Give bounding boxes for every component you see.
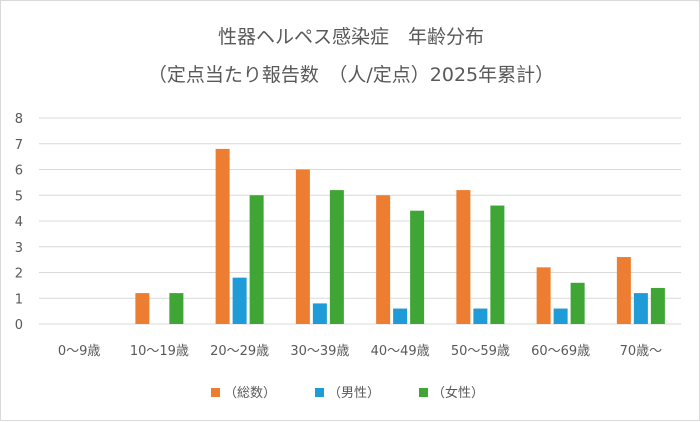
y-tick-label: 8 xyxy=(15,112,23,127)
bar xyxy=(232,277,247,324)
x-tick-label: 20～29歳 xyxy=(210,344,269,359)
y-tick-label: 7 xyxy=(15,138,23,153)
bar xyxy=(135,293,150,324)
bar xyxy=(553,308,568,324)
x-tick-label: 30～39歳 xyxy=(290,344,349,359)
bar xyxy=(633,293,648,324)
legend-label: （女性） xyxy=(432,385,484,401)
x-tick-label: 0～9歳 xyxy=(58,344,101,359)
y-tick-label: 6 xyxy=(15,164,23,179)
x-tick-label: 10～19歳 xyxy=(130,344,189,359)
bar xyxy=(312,303,327,324)
bar xyxy=(536,267,551,324)
y-tick-label: 2 xyxy=(15,267,23,282)
bar xyxy=(215,148,230,324)
bar xyxy=(376,195,391,324)
y-tick-label: 3 xyxy=(15,241,23,256)
legend-swatch xyxy=(315,388,324,397)
y-tick-label: 0 xyxy=(15,318,23,333)
legend: （総数） （男性） （女性） xyxy=(211,385,484,401)
y-tick-label: 5 xyxy=(15,189,23,204)
bar xyxy=(295,169,310,324)
chart-title: 性器ヘルペス感染症 年齢分布 xyxy=(218,26,484,48)
legend-label: （総数） xyxy=(224,386,276,401)
chart-subtitle: （定点当たり報告数 （人/定点）2025年累計） xyxy=(148,64,554,86)
bar xyxy=(456,190,471,324)
x-tick-label: 60～69歳 xyxy=(531,344,590,359)
bar xyxy=(329,190,344,324)
x-tick-label: 50～59歳 xyxy=(451,344,510,359)
bar xyxy=(650,287,665,324)
x-tick-label: 40～49歳 xyxy=(371,344,430,359)
y-axis-ticks: 0 1 2 3 4 5 6 7 8 xyxy=(15,112,23,333)
legend-label: （男性） xyxy=(328,386,380,401)
bar xyxy=(570,282,585,324)
bar xyxy=(490,205,505,324)
gridlines xyxy=(39,117,681,325)
y-tick-label: 1 xyxy=(15,292,23,307)
y-tick-label: 4 xyxy=(15,215,23,230)
bar xyxy=(169,293,184,324)
x-tick-label: 70歳～ xyxy=(620,344,663,359)
legend-swatch xyxy=(211,388,220,397)
bars xyxy=(135,148,665,324)
bar xyxy=(410,210,425,324)
bar xyxy=(393,308,408,324)
bar xyxy=(473,308,488,324)
bar xyxy=(616,257,631,324)
bar xyxy=(249,195,264,324)
x-axis-ticks: 0～9歳 10～19歳 20～29歳 30～39歳 40～49歳 50～59歳 60～69歳… xyxy=(58,344,662,359)
legend-swatch xyxy=(419,388,428,397)
